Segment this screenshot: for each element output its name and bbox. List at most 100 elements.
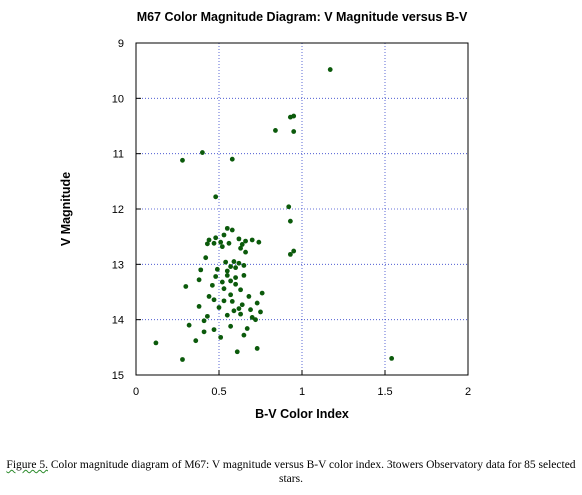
data-point — [233, 281, 239, 287]
data-point — [183, 284, 189, 289]
data-point — [198, 267, 204, 273]
x-tick-label: 1.5 — [377, 386, 392, 398]
y-tick-label: 9 — [118, 38, 124, 50]
figure-label: Figure 5. — [6, 459, 48, 471]
data-point — [214, 266, 220, 272]
x-tick-label: 0.5 — [211, 386, 226, 398]
data-point — [196, 277, 202, 283]
caption-text: Color magnitude diagram of M67: V magnit… — [47, 459, 576, 485]
data-point — [224, 268, 230, 274]
y-tick-label: 10 — [112, 93, 124, 105]
data-point — [224, 312, 230, 318]
data-point — [228, 292, 234, 298]
data-point — [248, 307, 253, 313]
data-point — [213, 235, 219, 241]
data-point — [236, 306, 242, 311]
data-point — [201, 318, 207, 324]
data-point — [204, 313, 210, 319]
data-point — [389, 356, 395, 361]
data-point — [253, 317, 258, 323]
data-point — [236, 236, 242, 242]
y-axis-label: V Magnitude — [59, 172, 73, 246]
data-point — [258, 309, 263, 315]
data-point — [228, 278, 234, 284]
data-point — [241, 273, 247, 278]
grid — [136, 43, 468, 375]
data-point — [256, 239, 262, 245]
data-point — [246, 294, 252, 299]
data-point — [287, 218, 293, 224]
x-ticks: 0 0.5 1 1.5 2 — [133, 370, 471, 398]
data-point — [291, 129, 297, 134]
data-point — [213, 194, 219, 200]
y-tick-label: 11 — [113, 149, 124, 161]
data-point — [291, 248, 297, 254]
data-point — [221, 298, 227, 304]
data-point — [224, 273, 230, 278]
data-point — [200, 150, 205, 155]
data-point — [209, 282, 215, 288]
data-point — [241, 332, 247, 338]
y-tick-label: 14 — [112, 315, 124, 327]
data-point — [186, 322, 192, 328]
data-point — [254, 300, 260, 306]
data-point — [241, 263, 247, 268]
data-point — [218, 239, 224, 245]
data-point — [238, 245, 243, 251]
y-tick-label: 13 — [112, 259, 124, 271]
data-point — [239, 302, 245, 308]
data-point — [213, 274, 219, 279]
data-point — [233, 275, 239, 281]
data-point — [244, 326, 250, 331]
data-point — [238, 311, 243, 317]
x-tick-label: 0 — [133, 386, 139, 398]
data-point — [229, 156, 235, 162]
data-point — [206, 294, 212, 299]
data-point — [228, 323, 234, 329]
data-point — [223, 259, 229, 265]
data-point — [254, 346, 260, 351]
chart: M67 Color Magnitude Diagram: V Magnitude… — [59, 10, 471, 421]
data-point — [211, 240, 217, 246]
y-tick-label: 15 — [112, 370, 124, 382]
data-point — [239, 242, 245, 247]
data-point — [203, 255, 209, 261]
data-point — [233, 265, 239, 271]
x-tick-label: 2 — [465, 386, 471, 398]
data-point — [206, 237, 212, 243]
data-point — [287, 114, 293, 120]
chart-title: M67 Color Magnitude Diagram: V Magnitude… — [137, 10, 468, 24]
data-point — [219, 244, 225, 250]
data-point — [327, 67, 333, 72]
data-point — [218, 334, 224, 340]
data-point — [259, 290, 265, 296]
figure-caption: Figure 5. Color magnitude diagram of M67… — [0, 458, 582, 486]
data-point — [231, 259, 237, 264]
data-point — [273, 128, 278, 133]
data-point — [238, 287, 243, 293]
data-point — [229, 299, 235, 304]
x-axis-label: B-V Color Index — [255, 407, 349, 421]
data-point — [153, 340, 159, 346]
data-point — [219, 279, 225, 285]
y-tick-label: 12 — [112, 204, 124, 216]
data-point — [193, 338, 199, 344]
data-point — [228, 264, 234, 269]
data-points — [153, 67, 395, 362]
data-point — [216, 305, 222, 310]
data-point — [226, 240, 232, 246]
data-point — [221, 232, 227, 238]
data-point — [243, 249, 248, 255]
data-point — [204, 241, 210, 247]
data-point — [229, 227, 235, 233]
data-point — [243, 238, 248, 244]
data-point — [201, 329, 207, 335]
x-tick-label: 1 — [299, 386, 305, 398]
data-point — [224, 225, 230, 231]
data-point — [236, 260, 242, 266]
data-point — [180, 157, 185, 163]
data-point — [287, 251, 293, 257]
y-ticks: 9 10 11 12 13 14 15 — [112, 38, 141, 382]
data-point — [211, 327, 217, 333]
data-point — [231, 308, 237, 314]
